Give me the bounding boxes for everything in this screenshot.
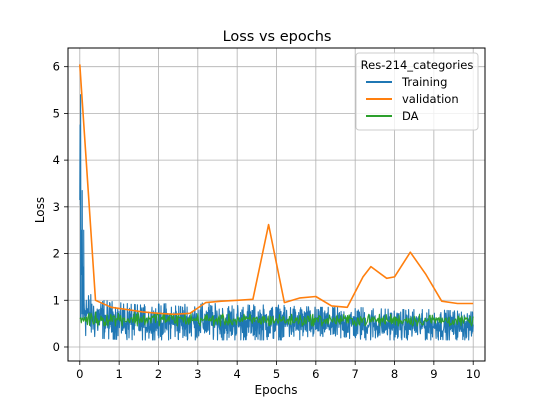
x-tick-label: 1 [115, 367, 122, 381]
y-tick-label: 2 [53, 247, 60, 261]
x-tick-label: 0 [76, 367, 83, 381]
x-axis-label: Epochs [255, 383, 298, 397]
y-axis-label: Loss [33, 197, 47, 223]
y-tick-label: 5 [53, 106, 60, 120]
legend-label-da: DA [402, 109, 419, 123]
y-tick-label: 6 [53, 60, 60, 74]
legend-label-training: Training [401, 75, 447, 89]
y-tick-label: 3 [53, 200, 60, 214]
legend-box [355, 52, 479, 131]
x-tick-label: 8 [391, 367, 398, 381]
x-tick-label: 7 [352, 367, 359, 381]
y-tick-label: 0 [53, 340, 60, 354]
series-da-line [79, 311, 474, 327]
legend-title: Res-214_categories [361, 58, 474, 72]
axis-ticks: 0 1 2 3 4 5 6 7 8 9 10 0 1 2 3 4 5 6 [53, 60, 481, 381]
x-tick-label: 4 [233, 367, 240, 381]
chart-title: Loss vs epochs [223, 29, 332, 45]
series-training-line [79, 94, 474, 341]
x-tick-label: 3 [194, 367, 201, 381]
legend: Res-214_categories Training validation D… [355, 52, 479, 131]
legend-label-validation: validation [402, 92, 459, 106]
plot-frame [67, 47, 486, 362]
x-tick-label: 5 [273, 367, 280, 381]
x-tick-label: 2 [155, 367, 162, 381]
series-validation-line [79, 64, 474, 316]
x-tick-label: 10 [466, 367, 481, 381]
y-tick-label: 1 [53, 293, 60, 307]
x-tick-label: 6 [312, 367, 319, 381]
x-tick-label: 9 [430, 367, 437, 381]
y-tick-label: 4 [53, 153, 60, 167]
series-layer [79, 64, 474, 341]
